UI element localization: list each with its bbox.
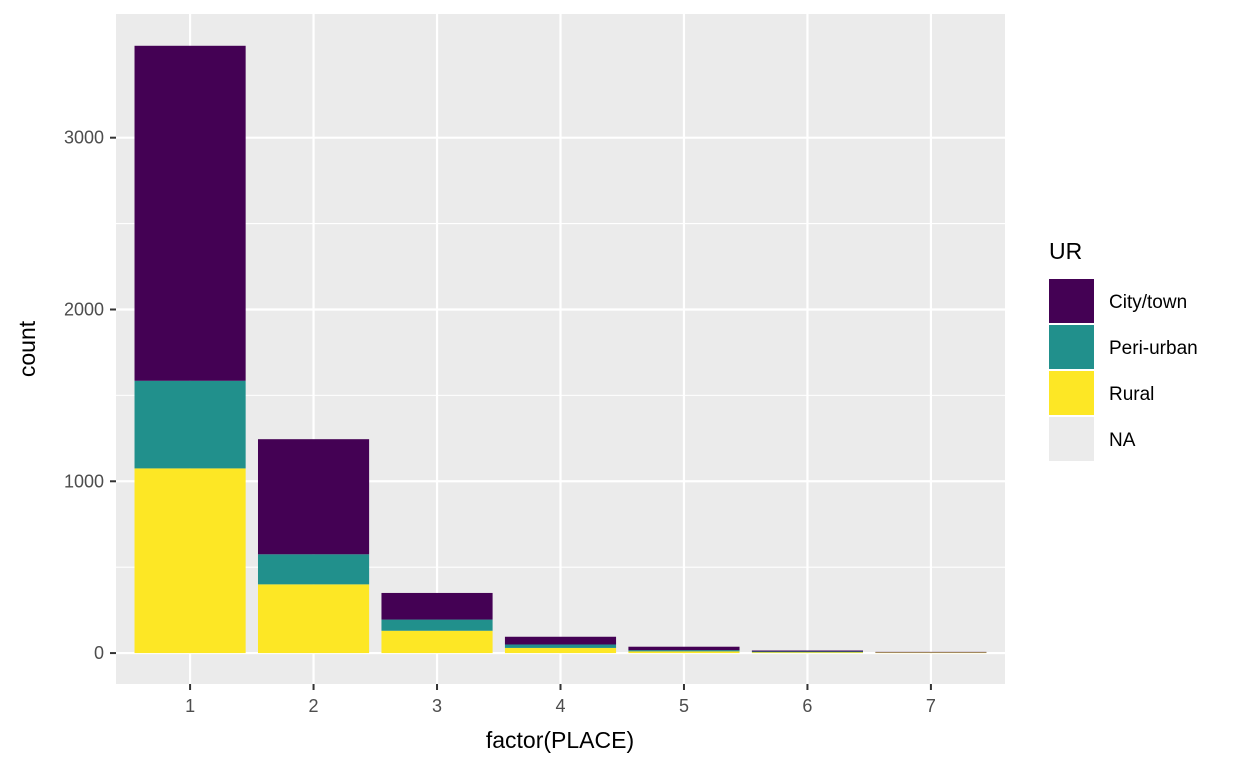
- x-tick-label: 3: [432, 696, 442, 716]
- legend-title: UR: [1049, 238, 1082, 264]
- bar-segment: [504, 636, 617, 645]
- bar-segment: [628, 646, 740, 651]
- legend: UR City/town Peri-urban Rural NA: [1049, 238, 1198, 461]
- legend-key: [1049, 325, 1094, 369]
- x-tick-label: 5: [679, 696, 689, 716]
- y-axis: 0 1000 2000 3000: [64, 128, 116, 663]
- bar-segment: [751, 652, 864, 654]
- bar-segment: [751, 651, 864, 653]
- bar-segment: [381, 619, 493, 631]
- bar-segment: [257, 439, 370, 555]
- bar-segment: [751, 650, 864, 652]
- x-axis-title: factor(PLACE): [486, 727, 634, 753]
- bar-segment: [875, 651, 987, 653]
- bar-segment: [381, 630, 493, 654]
- x-tick-label: 7: [926, 696, 936, 716]
- bar-segment: [628, 650, 740, 652]
- x-tick-label: 1: [185, 696, 195, 716]
- bar-segment: [504, 647, 617, 654]
- bar-segment: [381, 592, 493, 620]
- y-axis-title: count: [14, 320, 40, 377]
- x-axis: 1 2 3 4 5 6 7: [185, 684, 936, 716]
- legend-label: Rural: [1109, 384, 1154, 405]
- bars: [134, 45, 987, 654]
- y-tick-label: 2000: [64, 299, 104, 319]
- bar-segment: [257, 584, 370, 654]
- legend-label: Peri-urban: [1109, 338, 1198, 359]
- bar-segment: [257, 554, 370, 585]
- bar-segment: [134, 468, 246, 654]
- x-tick-label: 6: [802, 696, 812, 716]
- legend-key: [1049, 417, 1094, 461]
- x-tick-label: 4: [555, 696, 565, 716]
- bar-segment: [134, 45, 246, 381]
- x-tick-label: 2: [309, 696, 319, 716]
- bar-segment: [628, 651, 740, 654]
- legend-key: [1049, 279, 1094, 323]
- legend-key: [1049, 371, 1094, 415]
- bar-segment: [134, 380, 246, 469]
- y-tick-label: 0: [94, 643, 104, 663]
- legend-label: City/town: [1109, 292, 1187, 313]
- legend-label: NA: [1109, 430, 1136, 451]
- y-tick-label: 3000: [64, 128, 104, 148]
- bar-segment: [504, 644, 617, 648]
- bar-segment: [875, 652, 987, 654]
- y-tick-label: 1000: [64, 471, 104, 491]
